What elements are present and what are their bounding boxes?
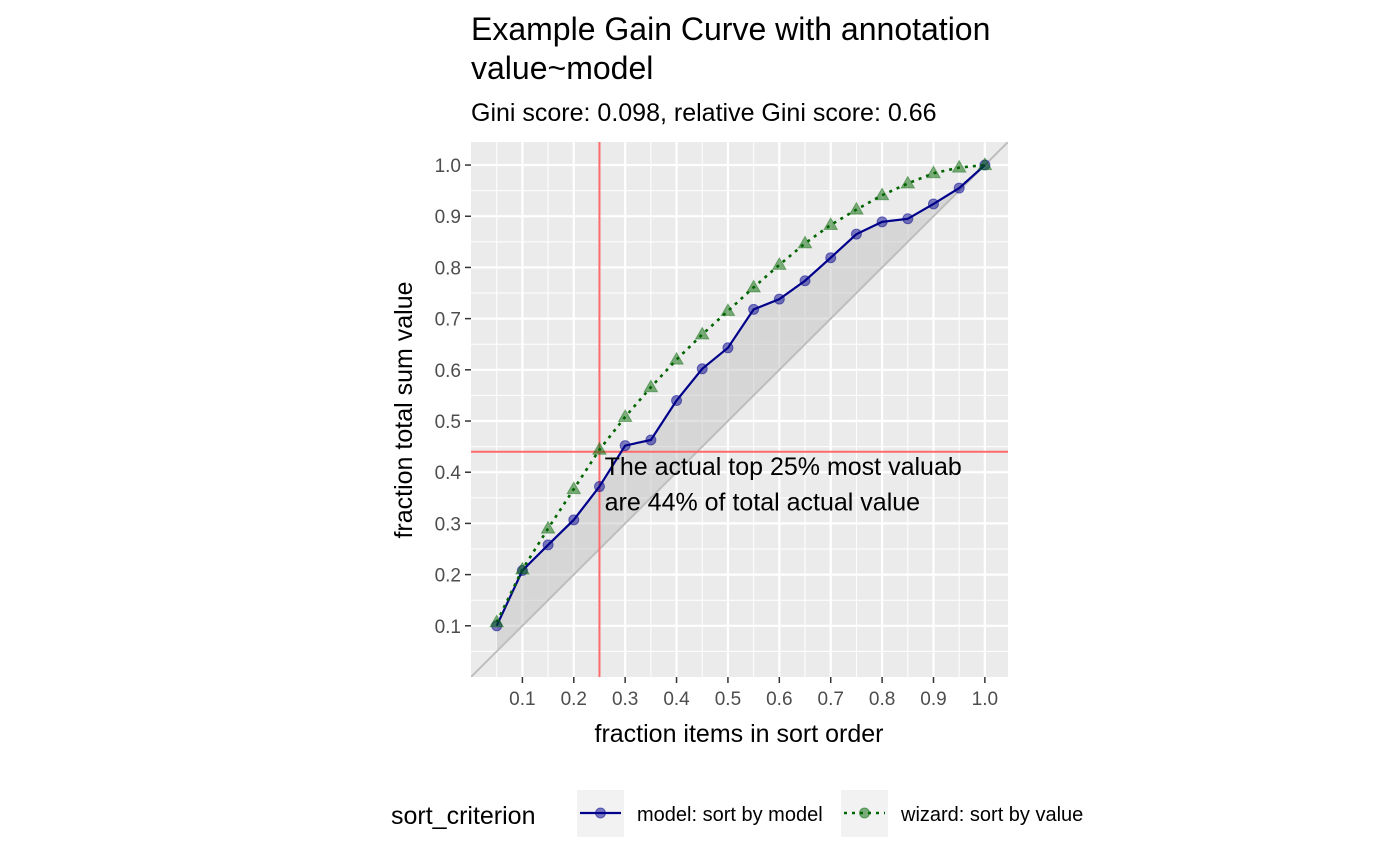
data-point-model: [748, 303, 760, 315]
x-tick-label: 0.6: [766, 689, 792, 710]
data-point-model: [799, 275, 811, 287]
data-point-wizard: [643, 379, 659, 393]
legend-title: sort_criterion: [391, 802, 536, 830]
data-point-wizard: [848, 201, 864, 215]
x-axis-title: fraction items in sort order: [595, 720, 884, 748]
x-tick-label: 1.0: [972, 689, 998, 710]
y-tick-label: 0.7: [435, 310, 461, 331]
data-point-wizard: [771, 256, 787, 270]
series-line-wizard: [495, 163, 986, 623]
y-tick-label: 0.6: [435, 361, 461, 382]
data-point-wizard: [874, 187, 890, 201]
data-point-wizard: [540, 520, 556, 534]
legend: sort_criterion model: sort by model wiza…: [391, 790, 1083, 837]
data-point-wizard: [797, 235, 813, 249]
data-point-model: [850, 228, 862, 240]
y-tick-label: 0.4: [435, 463, 462, 484]
chart-title-line-2: value~model: [471, 50, 653, 86]
data-point-model: [927, 198, 939, 210]
data-point-wizard: [746, 279, 762, 293]
y-axis-title: fraction total sum value: [390, 281, 418, 538]
data-point-model: [722, 342, 734, 354]
annotation-line-2: are 44% of total actual value: [605, 489, 920, 517]
data-point-wizard: [720, 302, 736, 316]
y-tick-label: 1.0: [435, 156, 461, 177]
x-tick-label: 0.4: [663, 689, 690, 710]
data-point-wizard: [669, 351, 685, 365]
plot-panel: The actual top 25% most valuab are 44% of…: [471, 142, 1008, 677]
x-tick-label: 0.9: [920, 689, 946, 710]
data-point-wizard: [951, 159, 967, 173]
x-tick-label: 0.3: [612, 689, 638, 710]
data-point-wizard: [566, 481, 582, 495]
data-point-wizard: [977, 157, 993, 171]
x-tick-label: 0.5: [715, 689, 741, 710]
legend-key-wizard: [844, 807, 885, 819]
y-tick-label: 0.2: [435, 566, 461, 587]
data-point-model: [953, 182, 965, 194]
data-point-model: [696, 363, 708, 375]
data-point-wizard: [514, 561, 530, 575]
y-tick-label: 0.9: [435, 207, 461, 228]
data-point-model: [773, 293, 785, 305]
diagonal-baseline: [471, 142, 1008, 677]
chart-subtitle: Gini score: 0.098, relative Gini score: …: [471, 99, 937, 127]
data-point-wizard: [925, 165, 942, 179]
data-point-wizard: [591, 441, 607, 455]
data-point-model: [619, 440, 631, 452]
data-point-model: [825, 252, 837, 264]
y-tick-label: 0.1: [435, 617, 461, 638]
x-tick-label: 0.7: [818, 689, 844, 710]
annotation-line-1: The actual top 25% most valuab: [605, 453, 962, 481]
data-point-model: [568, 514, 580, 526]
x-tick-label: 0.1: [509, 689, 535, 710]
x-tick-label: 0.8: [869, 689, 895, 710]
data-point-model: [671, 395, 683, 407]
data-point-model: [902, 213, 914, 225]
data-point-wizard: [694, 326, 710, 340]
data-point-model: [593, 481, 605, 493]
legend-label-model: model: sort by model: [637, 804, 823, 826]
y-tick-label: 0.5: [435, 412, 461, 433]
data-point-model: [542, 539, 554, 551]
legend-key-model: [580, 807, 621, 819]
legend-marker-model: [595, 807, 606, 819]
axis-ticks: 0.1 0.2 0.3 0.4 0.5 0.6 0.7 0.8 0.9 1.0 0.1 0.2 0.3 0…: [435, 156, 999, 710]
x-tick-label: 0.2: [561, 689, 587, 710]
data-point-wizard: [617, 408, 633, 422]
data-point-model: [876, 216, 888, 228]
legend-marker-wizard: [859, 807, 870, 819]
legend-label-wizard: wizard: sort by value: [900, 804, 1083, 826]
data-point-wizard: [823, 216, 839, 230]
chart-title-line-1: Example Gain Curve with annotation: [471, 11, 990, 47]
data-point-wizard: [900, 175, 916, 189]
data-point-wizard: [489, 614, 505, 628]
y-tick-label: 0.3: [435, 514, 461, 535]
data-point-model: [645, 434, 657, 446]
y-tick-label: 0.8: [435, 258, 461, 279]
